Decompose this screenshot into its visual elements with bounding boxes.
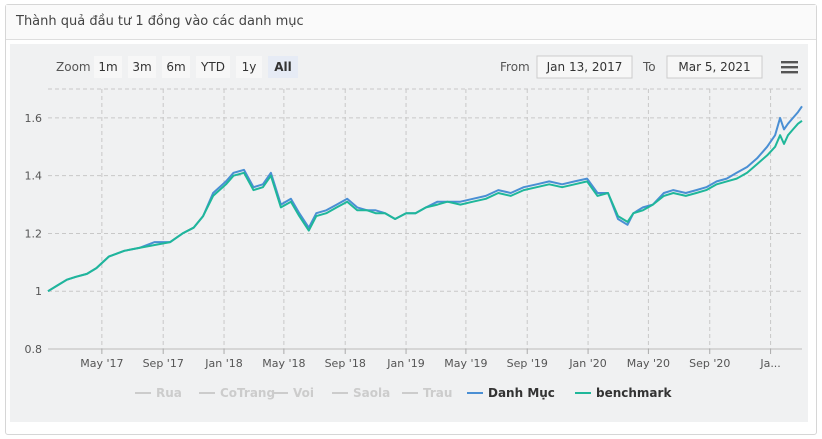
y-tick-label: 1.6 <box>25 112 43 125</box>
x-tick-label: Sep '19 <box>507 357 548 370</box>
series-lines <box>47 105 803 293</box>
zoom-button-1y[interactable]: 1y <box>236 56 262 78</box>
legend-label: Voi <box>293 386 314 400</box>
legend-label: Saola <box>353 386 390 400</box>
x-tick-label: Jan '18 <box>204 357 242 370</box>
y-tick-label: 1.2 <box>25 227 43 240</box>
series-line-benchmark[interactable] <box>47 119 803 293</box>
zoom-button-label: YTD <box>200 60 225 74</box>
zoom-button-all[interactable]: All <box>268 56 298 78</box>
y-tick-label: 0.8 <box>25 343 43 356</box>
legend-item-trau[interactable]: Trau <box>402 386 452 400</box>
x-tick-label: May '17 <box>80 357 123 370</box>
zoom-button-label: 3m <box>132 60 151 74</box>
zoom-button-bg <box>236 56 262 78</box>
to-date-input[interactable] <box>666 55 763 79</box>
legend-label: Trau <box>423 386 452 400</box>
zoom-button-label: 6m <box>166 60 185 74</box>
zoom-button-bg <box>268 56 298 78</box>
y-axis: 0.8 1 1.2 1.4 1.6 <box>25 112 43 356</box>
x-tick-label: May '18 <box>262 357 305 370</box>
to-label: To <box>642 60 656 74</box>
from-date-input[interactable] <box>536 55 633 79</box>
hamburger-menu-icon[interactable] <box>777 56 801 78</box>
legend-item-rua[interactable]: Rua <box>135 386 182 400</box>
legend-label: CoTrang <box>220 386 275 400</box>
x-tick-label: Sep '18 <box>325 357 366 370</box>
legend-label: Rua <box>156 386 182 400</box>
grid-lines <box>48 88 802 350</box>
panel-title: Thành quả đầu tư 1 đồng vào các danh mục <box>6 5 816 40</box>
legend-item-saola[interactable]: Saola <box>332 386 390 400</box>
legend-item-benchmark[interactable]: benchmark <box>575 386 672 400</box>
x-axis: May '17 Sep '17 Jan '18 May '18 Sep '18 Jan '… <box>48 348 802 370</box>
zoom-label: Zoom <box>56 60 91 74</box>
zoom-button-label: All <box>274 60 292 74</box>
x-tick-label: Sep '17 <box>143 357 184 370</box>
x-tick-label: May '19 <box>444 357 487 370</box>
x-tick-label: Jan '20 <box>568 357 606 370</box>
chart-container: Zoom 1m 3m 6m YTD 1y All From Jan 13, 2017 To… <box>10 44 808 422</box>
series-line-danh-muc[interactable] <box>47 105 803 293</box>
y-tick-label: 1.4 <box>25 170 43 183</box>
zoom-button-3m[interactable]: 3m <box>128 56 156 78</box>
to-date-value: Mar 5, 2021 <box>678 60 750 74</box>
chart-svg: Zoom 1m 3m 6m YTD 1y All From Jan 13, 2017 To… <box>25 55 803 400</box>
zoom-button-bg <box>196 56 230 78</box>
legend-item-cotrang[interactable]: CoTrang <box>199 386 275 400</box>
from-date-value: Jan 13, 2017 <box>546 60 623 74</box>
zoom-buttons: 1m 3m 6m YTD 1y All <box>94 56 298 78</box>
legend-label: Danh Mục <box>488 386 555 400</box>
legend-item-voi[interactable]: Voi <box>272 386 314 400</box>
x-tick-label: Ja... <box>759 357 780 370</box>
legend: Rua CoTrang Voi Saola Trau Danh Mục benchmark <box>135 386 672 400</box>
zoom-button-6m[interactable]: 6m <box>162 56 190 78</box>
x-tick-label: Jan '19 <box>386 357 424 370</box>
zoom-button-bg <box>94 56 122 78</box>
legend-label: benchmark <box>596 386 672 400</box>
zoom-button-bg <box>162 56 190 78</box>
x-tick-label: Sep '20 <box>689 357 730 370</box>
zoom-button-ytd[interactable]: YTD <box>196 56 230 78</box>
zoom-button-bg <box>128 56 156 78</box>
zoom-button-1m[interactable]: 1m <box>94 56 122 78</box>
x-tick-label: May '20 <box>627 357 670 370</box>
legend-item-danh-muc[interactable]: Danh Mục <box>467 386 555 400</box>
y-tick-label: 1 <box>35 285 42 298</box>
from-label: From <box>500 60 530 74</box>
zoom-button-label: 1y <box>242 60 257 74</box>
range-selector: Zoom 1m 3m 6m YTD 1y All From Jan 13, 2017 To… <box>56 55 763 79</box>
zoom-button-label: 1m <box>98 60 117 74</box>
